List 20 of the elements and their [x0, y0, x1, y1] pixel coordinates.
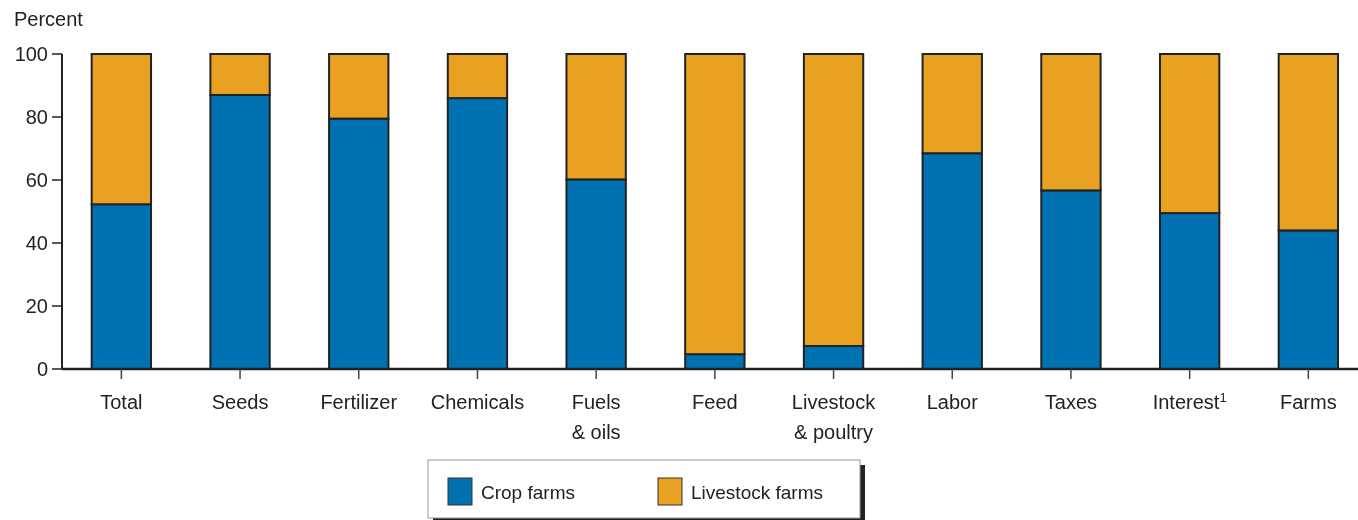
x-tick-label: Fuels & oils: [571, 391, 621, 443]
y-tick-label: 60: [25, 169, 48, 191]
x-tick-label: Labor: [926, 391, 979, 413]
y-tick-label: 20: [25, 295, 48, 317]
y-axis-title: Percent: [14, 8, 84, 30]
x-tick-label: Interest$^{1}$: [1152, 389, 1227, 413]
x-tick-label: Feed: [692, 391, 738, 413]
x-tick-label: Chemicals: [430, 391, 525, 413]
x-tick-label: Farms: [1280, 391, 1337, 413]
x-tick-label: Taxes: [1044, 391, 1098, 413]
legend-label: Crop farms: [481, 482, 575, 503]
y-tick-label: 80: [25, 106, 48, 128]
legend-label: Livestock farms: [691, 482, 823, 503]
y-tick-label: 40: [25, 232, 48, 254]
x-tick-label: Seeds: [211, 391, 269, 413]
y-tick-label: 0: [36, 358, 48, 380]
x-tick-label: Livestock & poultry: [791, 391, 877, 443]
y-tick-label: 100: [14, 43, 48, 65]
x-tick-label: Total: [100, 391, 143, 413]
x-tick-label: Fertilizer: [320, 391, 398, 413]
